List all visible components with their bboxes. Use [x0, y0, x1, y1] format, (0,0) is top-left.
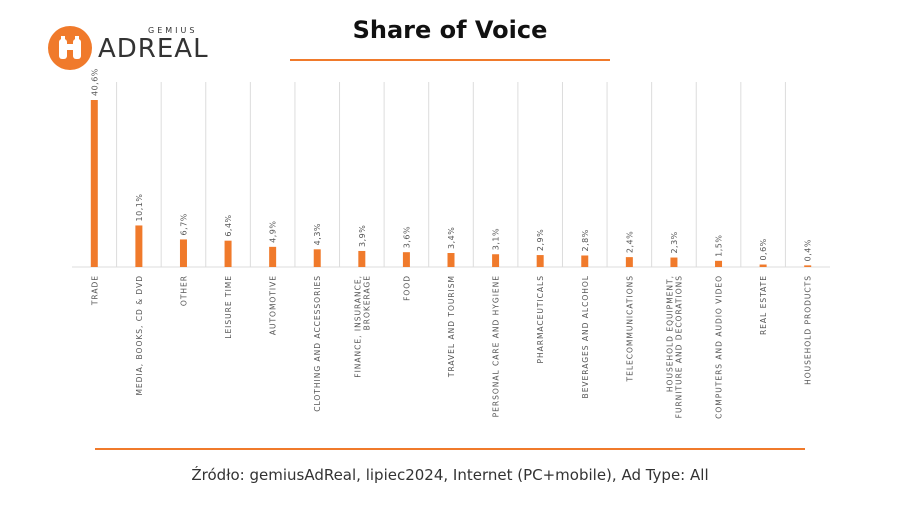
value-label: 6,4%: [224, 214, 233, 236]
value-label: 0,4%: [804, 239, 813, 261]
category-label: FOOD: [402, 275, 411, 301]
category-label: CLOTHING AND ACCESSORIES: [313, 275, 322, 412]
chart-title: Share of Voice: [352, 16, 548, 44]
source-note: Źródło: gemiusAdReal, lipiec2024, Intern…: [191, 466, 709, 484]
category-label: TRAVEL AND TOURISM: [447, 275, 456, 378]
bar-15: [715, 260, 723, 267]
category-label: MEDIA, BOOKS, CD & DVD: [135, 275, 144, 396]
category-label: FINANCE, INSURANCE,: [353, 275, 362, 378]
bar-13: [625, 257, 633, 267]
category-label: OTHER: [179, 275, 188, 306]
category-label: AUTOMOTIVE: [269, 275, 278, 335]
bar-5: [269, 246, 277, 267]
value-label: 2,4%: [625, 231, 634, 253]
bar-10: [492, 254, 500, 267]
category-label: PHARMACEUTICALS: [536, 275, 545, 364]
bar-8: [402, 252, 410, 267]
category-label: BROKERAGE: [362, 275, 371, 330]
binoculars-icon: [48, 26, 92, 70]
value-label: 3,6%: [402, 226, 411, 248]
category-label: HOUSEHOLD EQUIPMENT,: [665, 275, 674, 392]
value-label: 3,4%: [447, 227, 456, 249]
value-label: 3,9%: [358, 225, 367, 247]
bar-17: [804, 265, 812, 267]
adreal-logo: GEMIUS ADREAL: [48, 22, 218, 72]
bottom-divider: [95, 448, 805, 450]
bar-12: [581, 255, 589, 267]
value-label: 6,7%: [179, 213, 188, 235]
logo-small-text: GEMIUS: [148, 26, 198, 35]
category-label: FURNITURE AND DECORATIONS: [674, 275, 683, 418]
bar-3: [179, 239, 187, 267]
bar-4: [224, 240, 232, 267]
value-label: 1,5%: [715, 235, 724, 257]
value-label: 10,1%: [135, 194, 144, 222]
bar-9: [447, 253, 455, 267]
category-label: PERSONAL CARE AND HYGIENE: [492, 275, 501, 417]
value-label: 40,6%: [90, 68, 99, 96]
category-label: LEISURE TIME: [224, 275, 233, 339]
category-label: COMPUTERS AND AUDIO VIDEO: [715, 275, 724, 419]
category-label: REAL ESTATE: [759, 275, 768, 335]
category-label: TRADE: [90, 275, 99, 306]
category-label: BEVERAGES AND ALCOHOL: [581, 275, 590, 398]
value-label: 0,6%: [759, 238, 768, 260]
value-label: 2,8%: [581, 229, 590, 251]
bar-1: [90, 100, 98, 267]
category-label: HOUSEHOLD PRODUCTS: [804, 275, 813, 385]
logo-big-text: ADREAL: [98, 34, 209, 64]
bar-14: [670, 257, 678, 267]
value-label: 2,9%: [536, 229, 545, 251]
value-label: 3,1%: [492, 228, 501, 250]
bar-11: [536, 255, 544, 267]
category-label: TELECOMMUNICATIONS: [625, 275, 634, 382]
bar-2: [135, 225, 143, 267]
value-label: 4,9%: [269, 221, 278, 243]
value-label: 2,3%: [670, 231, 679, 253]
bar-6: [313, 249, 321, 267]
value-label: 4,3%: [313, 223, 322, 245]
bar-7: [358, 250, 366, 267]
bar-16: [759, 264, 767, 267]
title-underline: [290, 59, 610, 61]
